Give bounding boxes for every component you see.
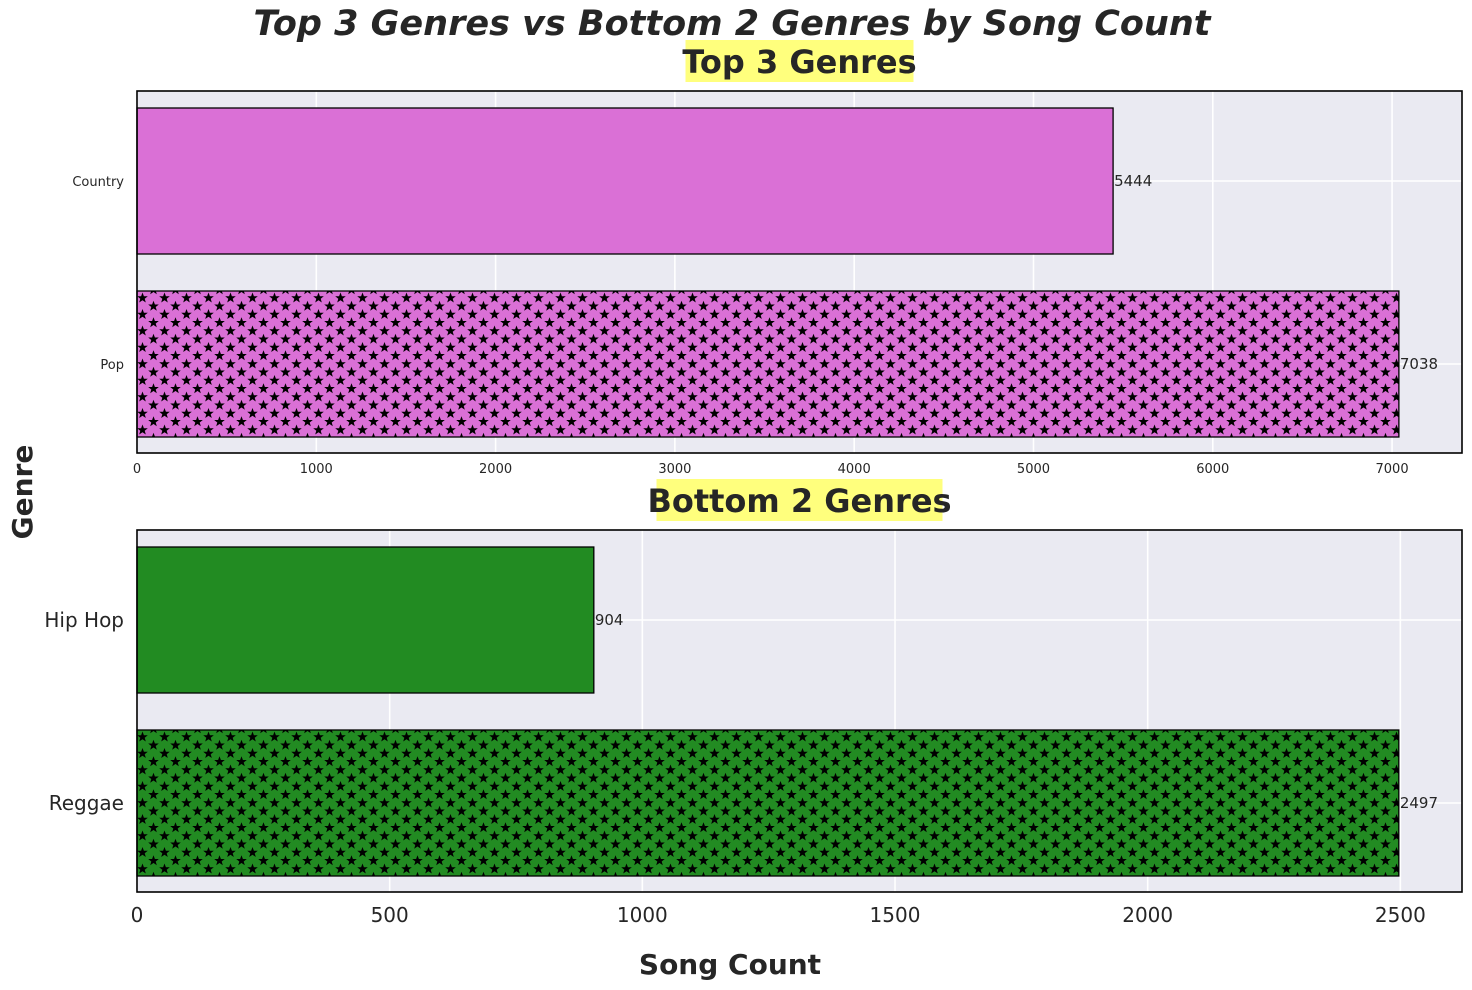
bottom-genres-panel: 904 2497 0 500 1000 1500 2000 2500 Hip Hop Reggae… (44, 479, 1463, 927)
top-category-label: Country (72, 175, 124, 190)
x-axis-label: Song Count (639, 948, 821, 981)
top-bar-country (136, 107, 1114, 255)
top-genres-panel: 5444 7038 0 1000 2000 3000 4000 5000 6000 7000 Cou… (72, 40, 1463, 477)
bottom-x-tick-label: 2000 (1122, 903, 1173, 927)
top-x-tick-label: 4000 (838, 462, 871, 477)
bottom-title-highlight (656, 479, 943, 521)
top-category-label: Pop (100, 358, 124, 373)
bottom-bar-reggae (136, 729, 1400, 877)
bottom-x-tick-label: 2500 (1375, 903, 1426, 927)
top-axes-frame (136, 90, 1463, 454)
bottom-bar-hip-hop (136, 546, 595, 694)
bottom-x-tick-label: 500 (371, 903, 409, 927)
y-axis-label: Genre (6, 445, 39, 540)
top-title-highlight (685, 40, 914, 82)
top-x-tick-label: 1000 (300, 462, 333, 477)
chart-title: Top 3 Genres vs Bottom 2 Genres by Song … (254, 4, 1212, 44)
bottom-panel-title: Bottom 2 Genres (647, 482, 951, 520)
top-panel-title: Top 3 Genres (682, 43, 916, 81)
top-x-tick-label: 5000 (1017, 462, 1050, 477)
top-data-label: 7038 (1400, 355, 1438, 373)
top-x-tick-label: 0 (133, 462, 141, 477)
bottom-data-label: 2497 (1400, 794, 1438, 812)
bottom-x-tick-label: 1500 (870, 903, 921, 927)
bottom-x-tick-label: 0 (131, 903, 144, 927)
top-x-tick-label: 3000 (658, 462, 691, 477)
bottom-x-tick-label: 1000 (617, 903, 668, 927)
bottom-category-label: Reggae (49, 791, 124, 815)
top-x-tick-label: 6000 (1196, 462, 1229, 477)
bottom-category-label: Hip Hop (44, 608, 124, 632)
top-bar-pop (136, 290, 1400, 438)
top-data-label: 5444 (1114, 172, 1152, 190)
top-x-tick-label: 2000 (479, 462, 512, 477)
bottom-axes-frame (136, 529, 1463, 893)
bottom-data-label: 904 (595, 611, 624, 629)
top-x-tick-label: 7000 (1376, 462, 1409, 477)
